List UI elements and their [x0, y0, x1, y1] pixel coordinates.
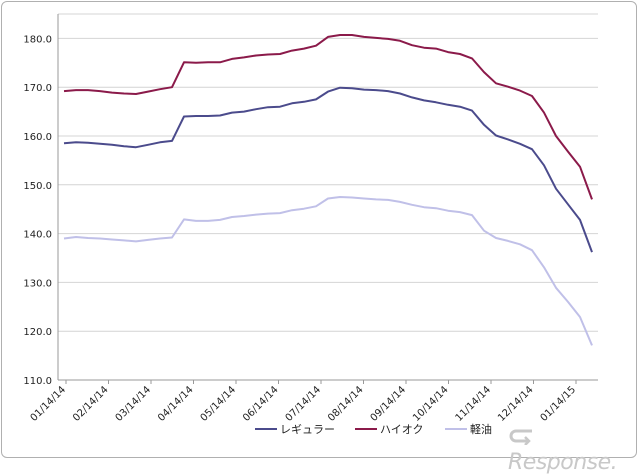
legend-label: レギュラー [280, 423, 335, 436]
x-tick-label: 01/14/15 [539, 384, 579, 424]
x-tick-label: 01/14/14 [29, 384, 69, 424]
y-tick-label: 110.0 [23, 376, 52, 387]
x-tick-label: 06/14/14 [241, 384, 281, 424]
x-tick-label: 12/14/14 [496, 384, 536, 424]
y-tick-label: 180.0 [23, 34, 52, 45]
y-tick-label: 160.0 [23, 132, 52, 143]
x-tick-label: 04/14/14 [156, 384, 196, 424]
x-tick-label: 02/14/14 [71, 384, 111, 424]
series-line-2 [63, 196, 593, 346]
y-tick-label: 120.0 [23, 327, 52, 338]
y-tick-label: 150.0 [23, 181, 52, 192]
series-lines [63, 34, 593, 346]
legend-item-0: レギュラー [255, 423, 335, 436]
y-tick-label: 170.0 [23, 83, 52, 94]
series-line-0 [63, 86, 593, 253]
y-axis-labels: 110.0 120.0 130.0 140.0 150.0 160.0 170.0 180.0 [23, 34, 52, 387]
watermark-text: Response. [508, 450, 618, 475]
axes [57, 14, 598, 384]
x-tick-label: 11/14/14 [454, 384, 494, 424]
x-tick-label: 07/14/14 [284, 384, 324, 424]
line-chart: 110.0 120.0 130.0 140.0 150.0 160.0 170.0 180.0… [23, 13, 598, 436]
legend: レギュラー ハイオク 軽油 [255, 422, 492, 436]
y-tick-label: 130.0 [23, 278, 52, 289]
y-tick-label: 140.0 [23, 230, 52, 241]
x-tick-label: 10/14/14 [411, 384, 451, 424]
x-tick-label: 03/14/14 [114, 384, 154, 424]
legend-label: 軽油 [470, 422, 492, 436]
response-arrow-icon [509, 429, 532, 446]
grid-lines [58, 13, 598, 332]
x-tick-label: 05/14/14 [199, 384, 239, 424]
chart-frame [1, 1, 637, 458]
legend-label: ハイオク [380, 423, 424, 436]
x-tick-label: 08/14/14 [326, 384, 366, 424]
watermark: Response. [508, 425, 640, 475]
series-line-1 [63, 34, 593, 200]
legend-item-2: 軽油 [445, 422, 492, 436]
x-tick-label: 09/14/14 [369, 384, 409, 424]
x-axis-labels: 01/14/14 02/14/14 03/14/14 04/14/14 05/14/14… [29, 384, 579, 424]
legend-item-1: ハイオク [355, 423, 424, 436]
